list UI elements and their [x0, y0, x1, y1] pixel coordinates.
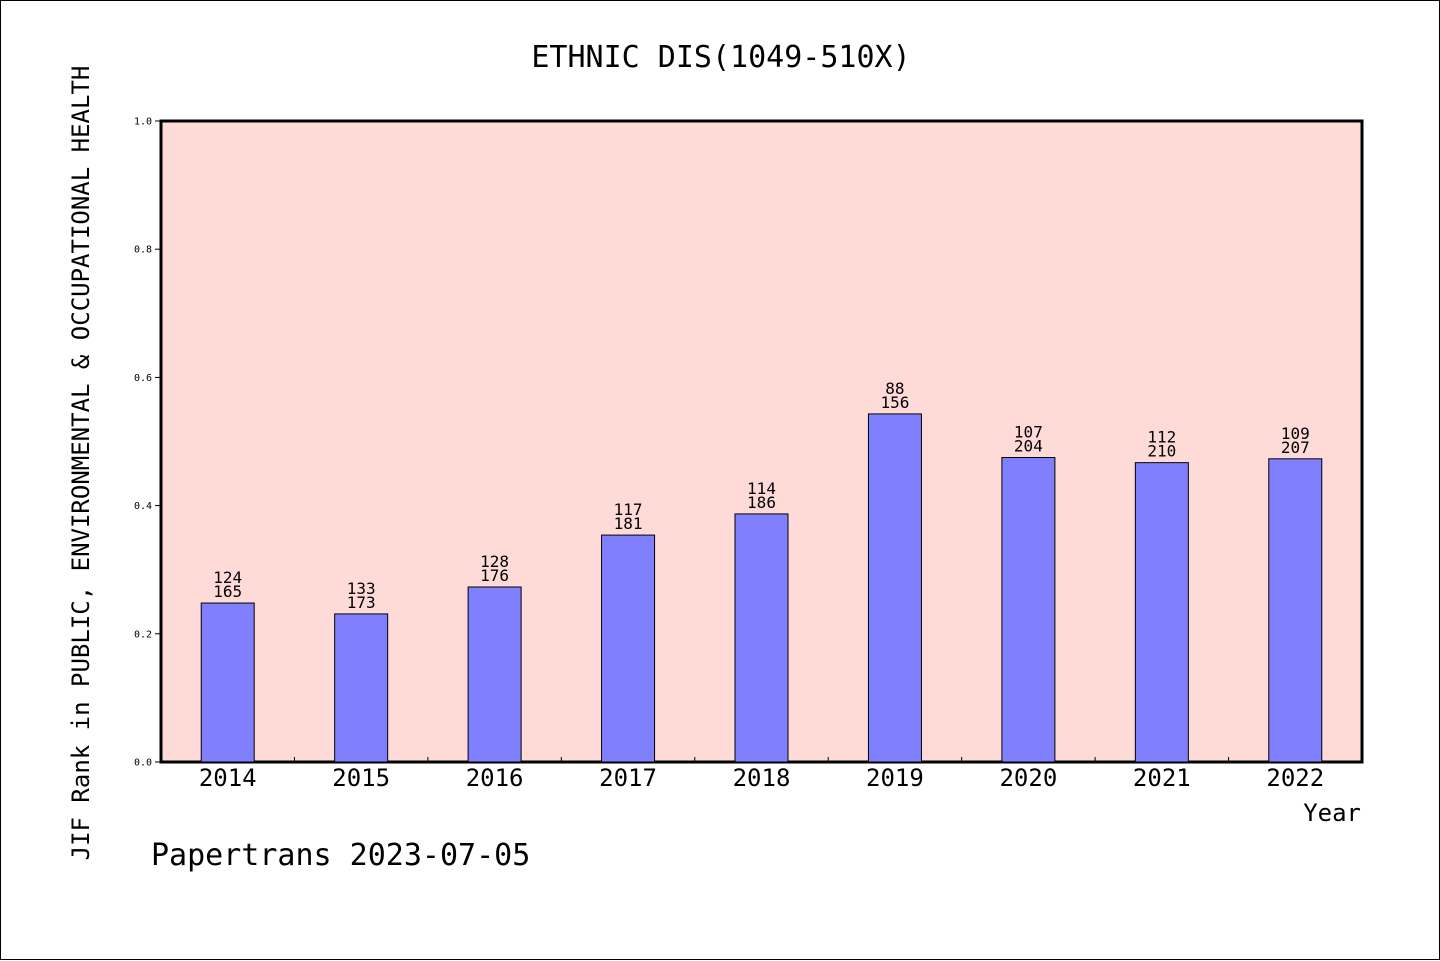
x-tick-label: 2015 [332, 764, 390, 792]
total-label: 210 [1147, 442, 1176, 461]
total-label: 176 [480, 566, 509, 585]
x-tick-label: 2020 [999, 764, 1057, 792]
y-tick-label: 0.2 [134, 629, 152, 640]
y-axis: 0.0 0.2 0.4 0.6 0.8 1.0 [134, 117, 161, 769]
total-label: 186 [747, 493, 776, 512]
bar [334, 613, 389, 763]
total-label: 181 [614, 514, 643, 533]
bar [1001, 457, 1056, 763]
rank-label: 128 [480, 552, 509, 571]
bar [1134, 462, 1189, 763]
bar [1268, 458, 1323, 763]
rank-label: 112 [1147, 428, 1176, 447]
total-label: 204 [1014, 437, 1043, 456]
total-label: 165 [213, 582, 242, 601]
total-label: 156 [880, 393, 909, 412]
total-label: 173 [347, 593, 376, 612]
footer-credit: Papertrans 2023-07-05 [151, 838, 530, 873]
bar [200, 602, 255, 763]
x-tick-label: 2022 [1266, 764, 1324, 792]
x-tick-label: 2014 [199, 764, 257, 792]
x-tick-label: 2016 [466, 764, 524, 792]
y-tick-label: 0.4 [134, 501, 152, 512]
y-axis-label: JIF Rank in PUBLIC, ENVIRONMENTAL & OCCU… [67, 66, 95, 861]
rank-label: 109 [1281, 424, 1310, 443]
x-axis: 2014 2015 2016 2017 2018 2019 2020 2021 2022 [199, 757, 1324, 792]
x-axis-label: Year [1303, 799, 1361, 827]
x-tick-label: 2021 [1133, 764, 1191, 792]
x-tick-label: 2017 [599, 764, 657, 792]
total-label: 207 [1281, 438, 1310, 457]
chart-title: ETHNIC DIS(1049-510X) [531, 40, 910, 75]
bar [467, 586, 522, 763]
bar [734, 513, 789, 763]
rank-label: 114 [747, 479, 776, 498]
x-tick-label: 2018 [733, 764, 791, 792]
bar [601, 534, 656, 763]
rank-label: 107 [1014, 423, 1043, 442]
rank-label: 124 [213, 568, 242, 587]
y-tick-label: 0.6 [134, 373, 152, 384]
y-tick-label: 1.0 [134, 117, 152, 128]
y-tick-label: 0.8 [134, 245, 152, 256]
rank-label: 88 [885, 379, 904, 398]
x-tick-label: 2019 [866, 764, 924, 792]
y-tick-label: 0.0 [134, 758, 152, 769]
bar [867, 413, 922, 763]
rank-label: 133 [347, 579, 376, 598]
rank-label: 117 [614, 500, 643, 519]
